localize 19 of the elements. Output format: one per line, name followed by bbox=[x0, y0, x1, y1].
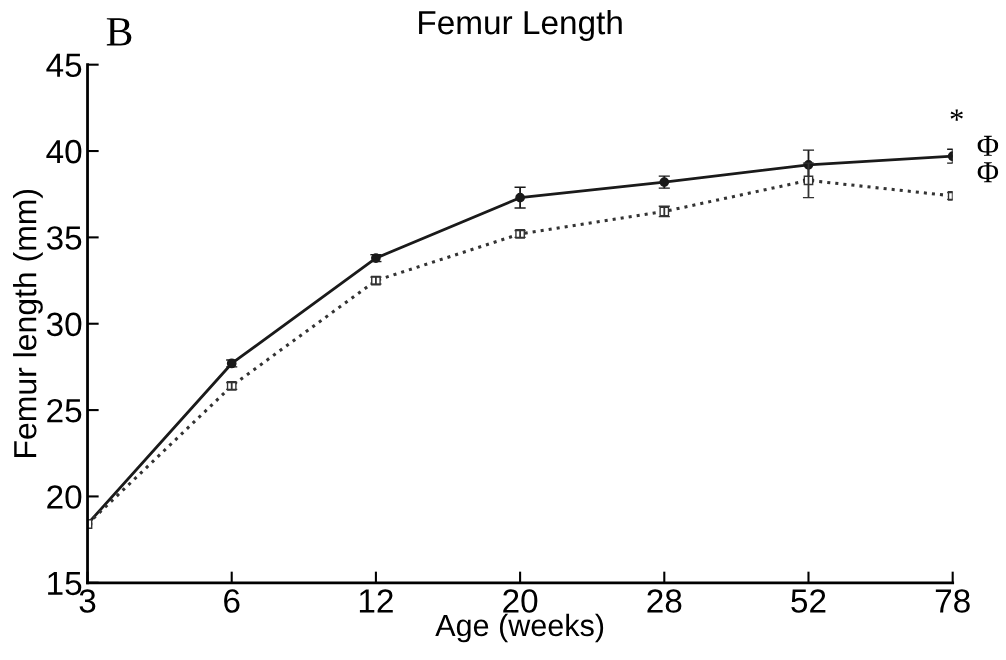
annotation: * bbox=[950, 109, 963, 121]
x-tick-label: 6 bbox=[224, 589, 240, 613]
text: Φ bbox=[977, 135, 999, 156]
x-tick-label: 20 bbox=[503, 589, 538, 613]
y-axis-title: Femur length (mm) bbox=[13, 189, 43, 457]
y-tick-label: 35 bbox=[46, 226, 82, 250]
y-tick-label: 20 bbox=[47, 485, 82, 509]
y-tick-label: 30 bbox=[46, 312, 82, 337]
y-tick-label: 45 bbox=[46, 53, 82, 78]
text: B bbox=[106, 18, 132, 46]
y-tick-label: 25 bbox=[47, 398, 82, 423]
chart-title: Femur Length bbox=[419, 9, 622, 42]
text: Φ bbox=[977, 162, 999, 183]
x-tick-label: 78 bbox=[935, 589, 970, 613]
x-tick-label: 12 bbox=[359, 589, 393, 613]
x-axis-title: Age (weeks) bbox=[435, 613, 604, 643]
x-tick-label: 52 bbox=[791, 589, 826, 613]
y-tick-label: 40 bbox=[46, 139, 82, 164]
x-tick-label: 28 bbox=[647, 589, 682, 613]
